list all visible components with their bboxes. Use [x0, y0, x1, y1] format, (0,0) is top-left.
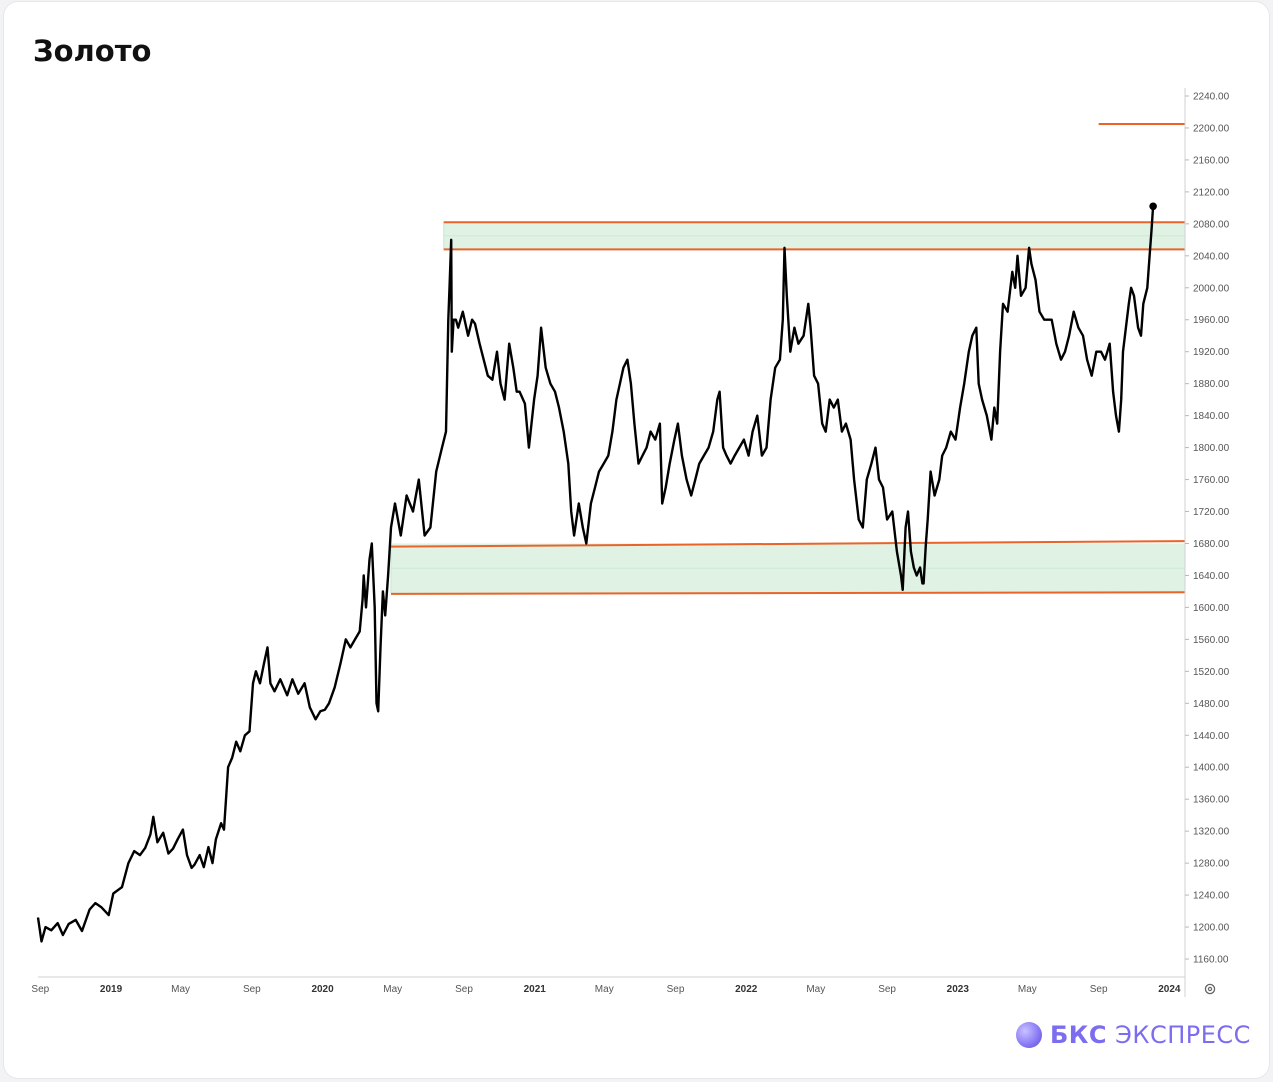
y-tick-label: 1520.00	[1193, 667, 1230, 678]
y-tick-label: 1440.00	[1193, 731, 1230, 742]
bcs-express-logo: БКС ЭКСПРЕСС	[1016, 1020, 1251, 1050]
y-tick-label: 2000.00	[1193, 283, 1230, 294]
x-tick-label: May	[171, 984, 190, 995]
y-tick-label: 1480.00	[1193, 699, 1230, 710]
y-tick-label: 1840.00	[1193, 411, 1230, 422]
last-price-marker	[1149, 202, 1157, 211]
y-tick-label: 1200.00	[1193, 923, 1230, 934]
x-tick-label: Sep	[1090, 984, 1108, 995]
y-tick-label: 2120.00	[1193, 187, 1230, 198]
x-tick-label: 2022	[735, 984, 758, 995]
y-tick-label: 1600.00	[1193, 603, 1230, 614]
x-tick-label: 2024	[1158, 984, 1181, 995]
y-tick-label: 2160.00	[1193, 155, 1230, 166]
y-tick-label: 2040.00	[1193, 251, 1230, 262]
x-tick-label: 2019	[100, 984, 123, 995]
logo-mark-icon	[1016, 1022, 1042, 1048]
y-tick-label: 1800.00	[1193, 443, 1230, 454]
level-line-3	[390, 540, 1186, 548]
x-tick-label: Sep	[243, 984, 261, 995]
x-tick-label: Sep	[878, 984, 896, 995]
x-tick-label: May	[806, 984, 825, 995]
price-line	[36, 206, 1155, 943]
x-tick-label: 2021	[524, 984, 547, 995]
x-tick-label: May	[1018, 984, 1037, 995]
y-tick-label: 1920.00	[1193, 347, 1230, 358]
y-tick-label: 1280.00	[1193, 859, 1230, 870]
y-tick-label: 2240.00	[1193, 91, 1230, 102]
x-tick-label: Sep	[667, 984, 685, 995]
x-tick-label: May	[383, 984, 402, 995]
y-tick-label: 1400.00	[1193, 763, 1230, 774]
y-tick-label: 1360.00	[1193, 795, 1230, 806]
y-tick-label: 1640.00	[1193, 571, 1230, 582]
y-tick-label: 1240.00	[1193, 891, 1230, 902]
x-tick-label: May	[595, 984, 614, 995]
level-line-4	[390, 591, 1186, 595]
y-tick-label: 1320.00	[1193, 827, 1230, 838]
x-tick-label: Sep	[31, 984, 49, 995]
y-tick-label: 1560.00	[1193, 635, 1230, 646]
y-tick-label: 1720.00	[1193, 507, 1230, 518]
y-tick-label: 2200.00	[1193, 123, 1230, 134]
y-tick-label: 1680.00	[1193, 539, 1230, 550]
y-tick-label: 1960.00	[1193, 315, 1230, 326]
chart-title: Золото	[33, 34, 152, 68]
x-tick-label: 2023	[947, 984, 970, 995]
y-tick-label: 2080.00	[1193, 219, 1230, 230]
logo-brand: БКС	[1050, 1021, 1108, 1049]
y-tick-label: 1880.00	[1193, 379, 1230, 390]
x-tick-label: 2020	[311, 984, 334, 995]
y-tick-label: 1160.00	[1193, 955, 1229, 966]
y-tick-label: 1760.00	[1193, 475, 1230, 486]
chart-card	[4, 2, 1269, 1078]
settings-gear-icon[interactable]	[1203, 982, 1217, 996]
x-tick-label: Sep	[455, 984, 473, 995]
logo-product: ЭКСПРЕСС	[1115, 1021, 1251, 1049]
